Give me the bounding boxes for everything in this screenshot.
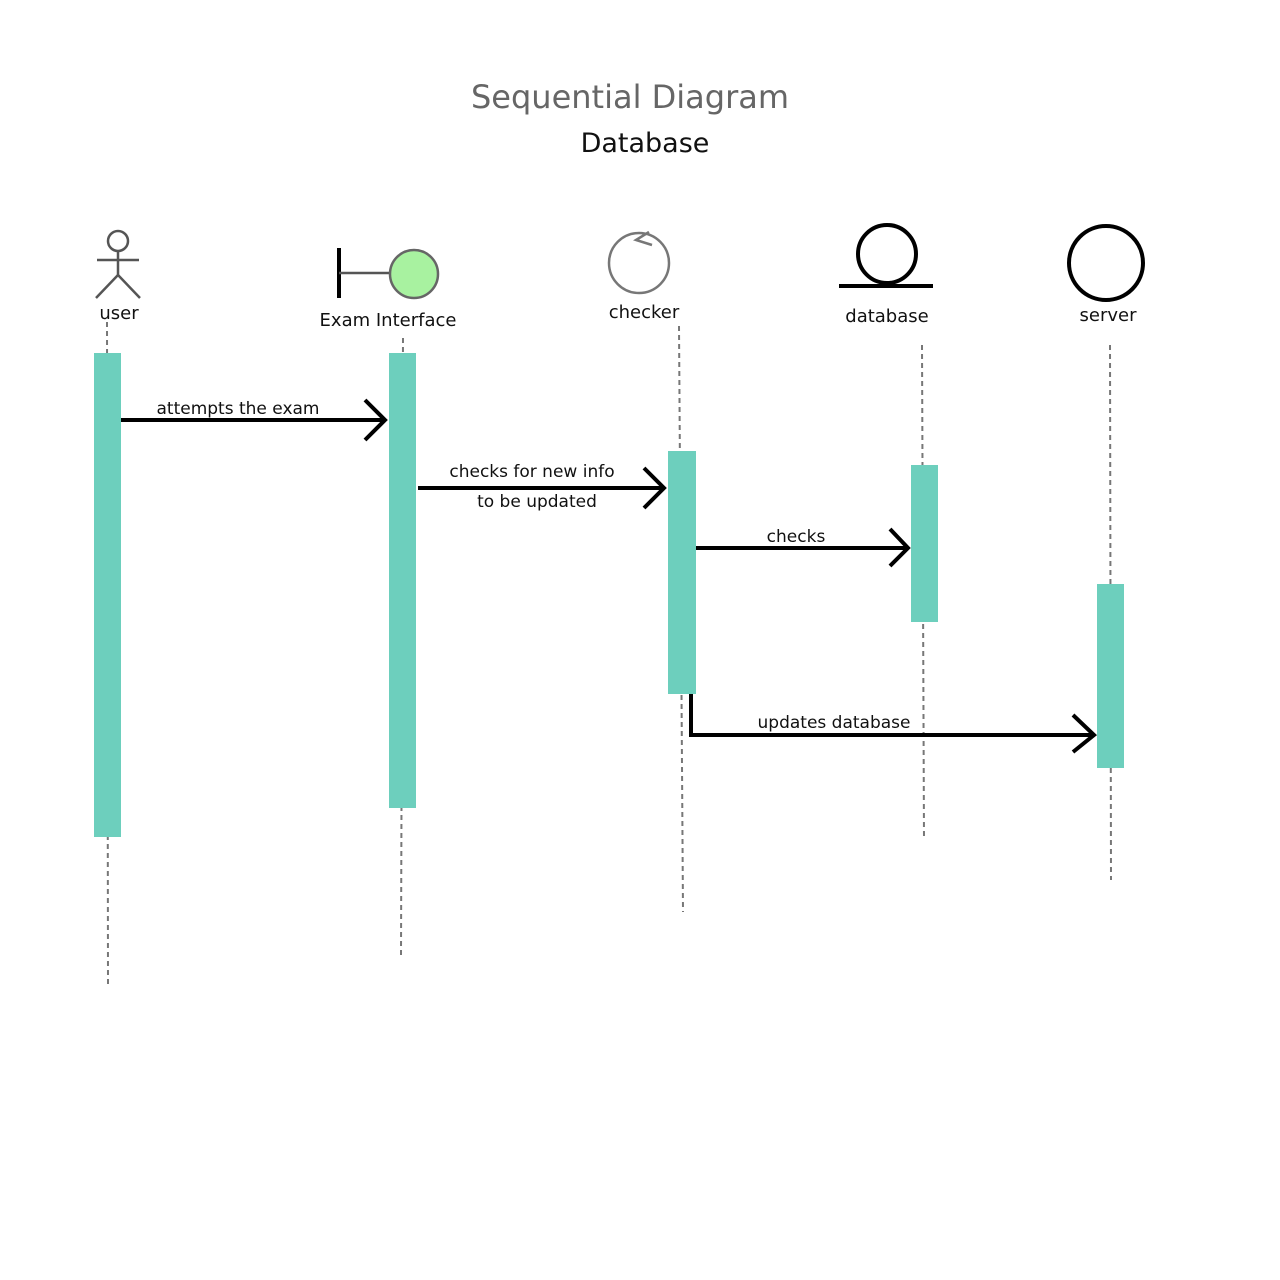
message-attempts-exam bbox=[121, 398, 388, 442]
activation-user bbox=[94, 353, 121, 837]
participant-label-user: user bbox=[99, 303, 139, 324]
activation-checker bbox=[668, 451, 696, 694]
participant-label-server: server bbox=[1080, 305, 1138, 326]
lifeline-checker bbox=[678, 325, 684, 913]
circle-icon bbox=[1067, 224, 1145, 302]
participant-labels: user Exam Interface checker database ser… bbox=[99, 302, 1137, 331]
participant-label-database: database bbox=[845, 306, 928, 327]
activation-server bbox=[1097, 584, 1124, 768]
participant-label-checker: checker bbox=[609, 302, 680, 323]
message-checks-new-info bbox=[418, 466, 667, 510]
actor-icon bbox=[95, 229, 141, 299]
activations bbox=[94, 353, 1124, 837]
message-label-checks-new-info-line2: to be updated bbox=[477, 492, 597, 512]
control-icon bbox=[607, 230, 671, 295]
message-label-updates-database: updates database bbox=[758, 713, 911, 733]
message-updates-database bbox=[689, 694, 1098, 754]
message-label-checks: checks bbox=[767, 527, 826, 547]
activation-database bbox=[911, 465, 938, 622]
message-checks bbox=[696, 527, 911, 568]
participant-label-exam-interface: Exam Interface bbox=[320, 310, 457, 331]
message-label-checks-new-info-line1: checks for new info bbox=[449, 462, 614, 482]
entity-icon bbox=[839, 223, 933, 288]
lifeline-server bbox=[1109, 344, 1112, 881]
diagram-subtitle: Database bbox=[580, 128, 710, 159]
diagram-title: Sequential Diagram bbox=[470, 78, 790, 116]
boundary-icon bbox=[337, 248, 440, 300]
message-label-attempts-exam: attempts the exam bbox=[157, 399, 320, 419]
activation-exam-interface bbox=[389, 353, 416, 808]
